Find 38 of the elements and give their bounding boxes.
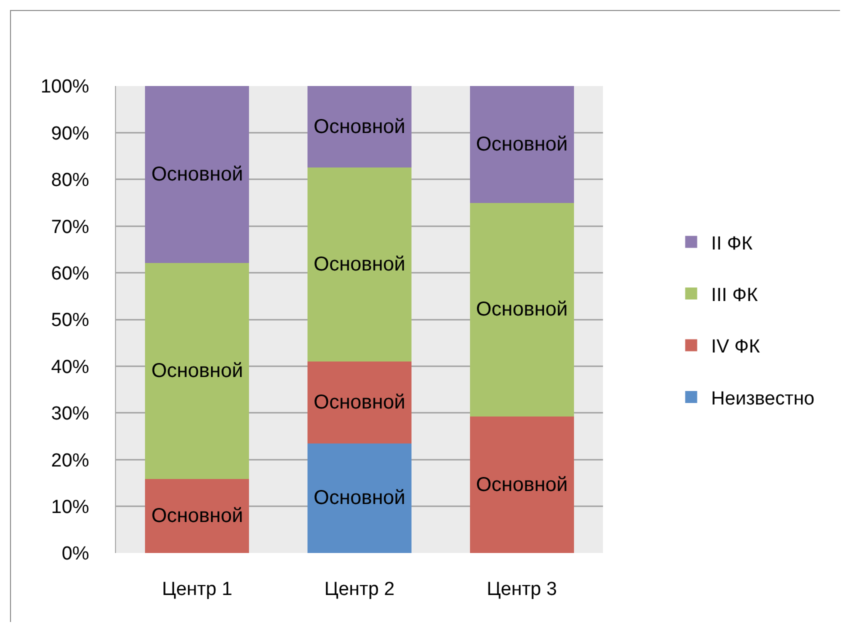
data-label: Основной	[476, 474, 568, 496]
y-tick-label: 60%	[51, 263, 90, 284]
data-label: Основной	[314, 116, 406, 138]
y-tick-label: 70%	[51, 216, 90, 238]
bar	[308, 443, 412, 553]
legend-label: Неизвестно	[711, 388, 815, 410]
legend-label: IV ФК	[711, 336, 760, 358]
data-label: Основной	[476, 133, 568, 156]
y-tick-label: 20%	[51, 450, 90, 472]
x-tick-label: Центр 3	[486, 579, 557, 600]
legend-label: II ФК	[711, 233, 753, 254]
data-label: Основной	[151, 360, 244, 382]
data-label: Основной	[476, 298, 568, 321]
bar	[145, 262, 250, 480]
y-tick-label: 40%	[51, 356, 90, 378]
data-label: Основной	[314, 254, 406, 276]
y-tick-label: 30%	[51, 404, 90, 425]
y-tick-label: 10%	[51, 496, 90, 518]
legend-label: III ФК	[711, 284, 758, 306]
bar	[470, 202, 574, 417]
y-tick-label: 80%	[51, 170, 90, 192]
bar	[308, 362, 412, 444]
y-tick-label: 0%	[62, 544, 90, 565]
bar	[145, 86, 250, 263]
data-label: Основной	[151, 505, 244, 528]
data-label: Основной	[314, 487, 406, 510]
bar	[470, 86, 574, 203]
bar	[308, 168, 412, 362]
x-tick-label: Центр 2	[324, 579, 395, 600]
data-label: Основной	[151, 163, 244, 186]
data-label: Основной	[314, 391, 406, 414]
bar	[470, 416, 574, 553]
y-tick-label: 50%	[51, 310, 90, 332]
bar	[145, 479, 250, 553]
x-tick-label: Центр 1	[162, 579, 232, 600]
y-tick-label: 90%	[51, 123, 90, 144]
bar	[308, 86, 412, 168]
y-tick-label: 100%	[40, 76, 90, 98]
